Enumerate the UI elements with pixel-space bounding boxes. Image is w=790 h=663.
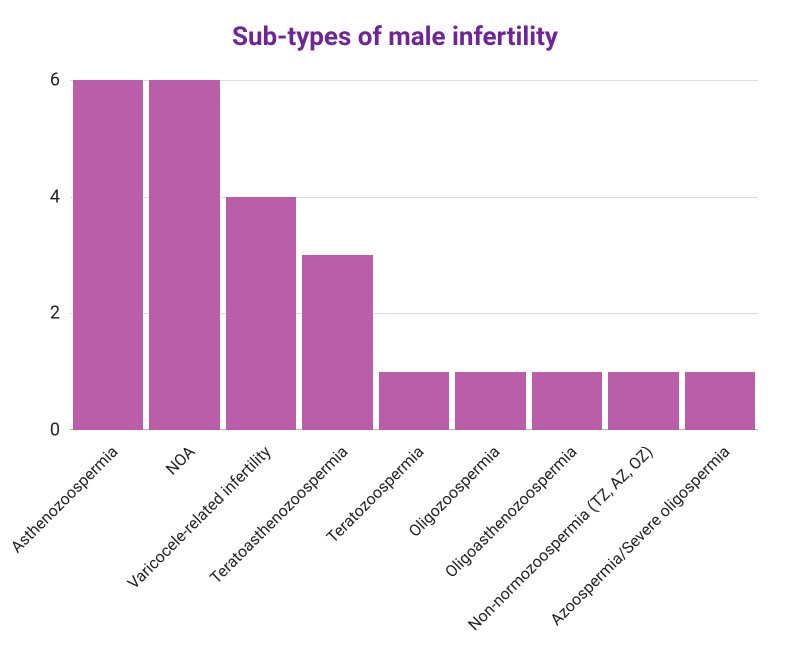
bars-container [70,80,758,430]
x-tick-label: Oligoasthenozoospermia [441,442,580,581]
bar-slot [302,80,372,430]
chart-title: Sub-types of male infertility [0,0,790,52]
x-tick-label: Teratoasthenozoospermia [206,442,351,587]
y-tick-label: 6 [50,70,70,91]
bar [608,372,678,430]
bar [455,372,525,430]
y-tick-label: 4 [50,186,70,207]
bar [379,372,449,430]
bar [73,80,143,430]
y-tick-label: 0 [50,420,70,441]
bar-slot [379,80,449,430]
bar [149,80,219,430]
bar-slot [73,80,143,430]
bar-slot [685,80,755,430]
bar-slot [149,80,219,430]
bar [532,372,602,430]
x-tick-label: NOA [162,442,199,479]
plot-area: 0246 AsthenozoospermiaNOAVaricocele-rela… [70,80,758,430]
bar [226,197,296,430]
bar [302,255,372,430]
bar-slot [226,80,296,430]
bar-slot [608,80,678,430]
x-tick-label: Varicocele-related infertility [124,442,275,593]
chart-root: Sub-types of male infertility 0246 Asthe… [0,0,790,663]
bar-slot [455,80,525,430]
bar [685,372,755,430]
y-tick-label: 2 [50,303,70,324]
bar-slot [532,80,602,430]
x-tick-label: Asthenozoospermia [7,442,121,556]
